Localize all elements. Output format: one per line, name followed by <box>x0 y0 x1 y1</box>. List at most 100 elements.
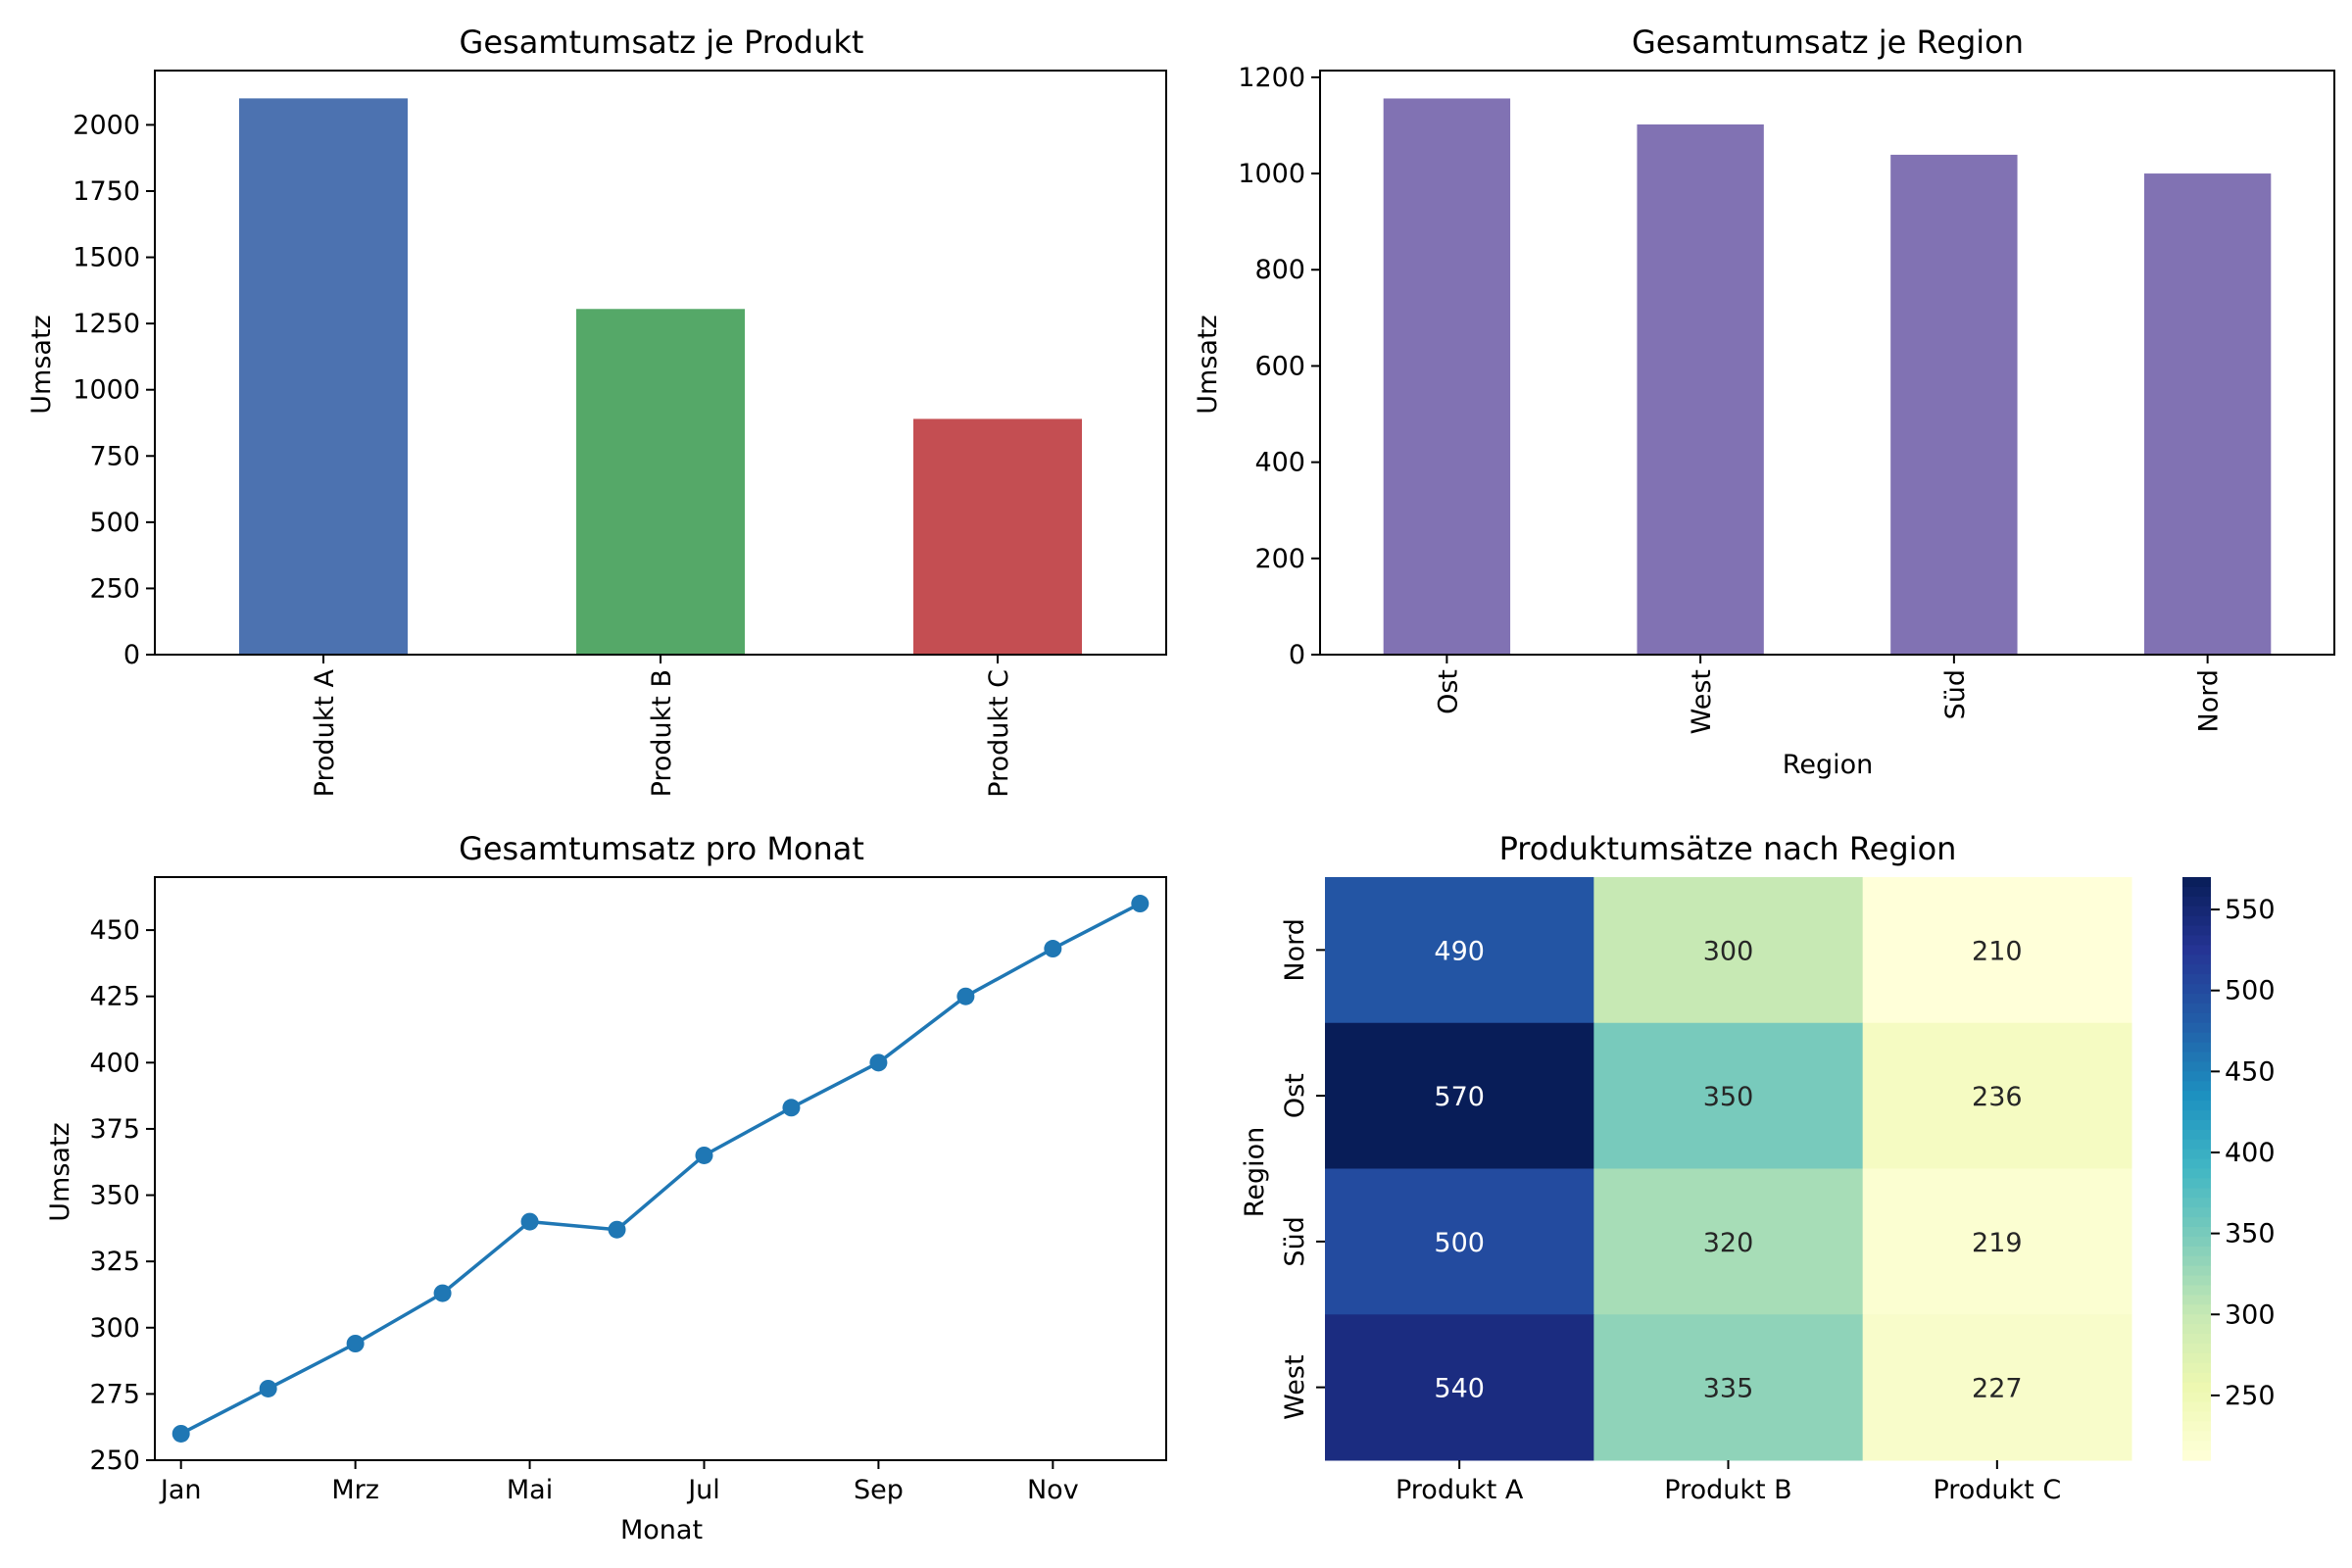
colorbar-segment <box>2182 1362 2211 1374</box>
x-axis-label: Region <box>1783 750 1873 780</box>
colorbar-segment <box>2182 1275 2211 1287</box>
colorbar-segment <box>2182 1042 2211 1054</box>
heatmap-cell <box>1593 1314 1864 1461</box>
data-point <box>782 1099 801 1117</box>
y-tick-label: 1250 <box>73 309 140 339</box>
colorbar-segment <box>2182 1401 2211 1413</box>
heatmap-cell <box>1593 1168 1864 1315</box>
heatmap-cell <box>1325 1022 1594 1169</box>
y-tick-label: 375 <box>89 1114 140 1145</box>
colorbar-segment <box>2182 1149 2211 1160</box>
colorbar-tick-label: 300 <box>2225 1299 2276 1330</box>
x-tick-label: Produkt C <box>984 669 1014 798</box>
colorbar-segment <box>2182 1285 2211 1297</box>
bar <box>576 309 745 655</box>
y-tick-label: 350 <box>89 1181 140 1211</box>
bar <box>1890 154 2018 655</box>
colorbar-segment <box>2182 906 2211 917</box>
y-tick-label: West <box>1280 1354 1310 1419</box>
y-tick-label: 200 <box>1254 544 1305 574</box>
chart-product-revenue: Gesamtumsatz je Produkt Umsatz 0 250 500 75… <box>26 24 1167 798</box>
colorbar-segment <box>2182 1344 2211 1354</box>
heatmap-cell-label: 210 <box>1972 936 2023 966</box>
colorbar-segment <box>2182 1217 2211 1228</box>
chart-region-revenue: Gesamtumsatz je Region Umsatz Region 0 20… <box>1193 24 2335 780</box>
x-tick-label: Jan <box>159 1475 202 1505</box>
x-tick-label: Produkt C <box>1933 1475 2061 1505</box>
data-point <box>433 1284 452 1302</box>
heatmap-cell-label: 500 <box>1434 1228 1485 1258</box>
heatmap-cell <box>1862 1022 2132 1169</box>
colorbar-segment <box>2182 1081 2211 1092</box>
colorbar-segment <box>2182 1392 2211 1403</box>
y-tick-label: 500 <box>89 508 140 538</box>
colorbar-tick-label: 450 <box>2225 1056 2276 1087</box>
colorbar-segment <box>2182 1129 2211 1141</box>
y-tick-label: 450 <box>89 915 140 946</box>
x-tick-label: Produkt B <box>1664 1475 1791 1505</box>
y-tick-label: 800 <box>1254 255 1305 285</box>
data-point <box>1044 940 1062 958</box>
x-tick-label: Nov <box>1027 1475 1079 1505</box>
y-tick-label: 2000 <box>73 110 140 140</box>
heatmap-cell-label: 490 <box>1434 936 1485 966</box>
colorbar-segment <box>2182 1207 2211 1218</box>
colorbar-segment <box>2182 955 2211 965</box>
colorbar-segment <box>2182 1022 2211 1034</box>
y-axis-label: Region <box>1240 1127 1270 1217</box>
y-axis-label: Umsatz <box>1193 315 1223 414</box>
colorbar-segment <box>2182 877 2211 888</box>
y-tick-label: 1500 <box>73 243 140 273</box>
colorbar-segment <box>2182 1421 2211 1432</box>
y-tick-label: 750 <box>89 441 140 471</box>
heatmap-cell <box>1325 877 1594 1024</box>
y-tick-label: 0 <box>123 640 140 670</box>
x-tick-label: Süd <box>1940 669 1971 719</box>
plot-frame <box>154 70 1167 656</box>
colorbar-tick-label: 350 <box>2225 1219 2276 1250</box>
x-tick-label: Produkt A <box>1396 1475 1524 1505</box>
data-point <box>520 1212 539 1231</box>
colorbar-segment <box>2182 964 2211 975</box>
heatmap-cell <box>1862 1168 2132 1315</box>
y-tick-label: 325 <box>89 1247 140 1277</box>
colorbar-segment <box>2182 1255 2211 1267</box>
colorbar-segment <box>2182 1314 2211 1325</box>
x-tick-label: Produkt A <box>310 668 340 797</box>
x-axis-label: Monat <box>620 1515 703 1545</box>
data-point <box>259 1379 277 1397</box>
y-tick-label: 400 <box>1254 448 1305 478</box>
colorbar-segment <box>2182 1052 2211 1063</box>
colorbar-segment <box>2182 974 2211 985</box>
data-point <box>608 1220 626 1239</box>
heatmap-cell <box>1593 1022 1864 1169</box>
colorbar-segment <box>2182 1168 2211 1180</box>
plot-frame <box>1319 70 2335 656</box>
colorbar-segment <box>2182 1372 2211 1384</box>
x-tick-label: Produkt B <box>647 669 677 797</box>
chart-title: Gesamtumsatz je Region <box>1632 24 2024 61</box>
colorbar-tick-label: 400 <box>2225 1138 2276 1168</box>
colorbar-segment <box>2182 1411 2211 1422</box>
x-tick-label: Sep <box>854 1475 904 1505</box>
colorbar-segment <box>2182 1198 2211 1208</box>
colorbar-segment <box>2182 1304 2211 1315</box>
heatmap-cell-label: 300 <box>1703 936 1754 966</box>
data-point <box>869 1054 888 1072</box>
colorbar-tick-label: 250 <box>2225 1381 2276 1411</box>
heatmap-cell-label: 335 <box>1703 1374 1754 1404</box>
y-axis-label: Umsatz <box>45 1122 75 1221</box>
series-line <box>179 902 1142 1436</box>
colorbar-segment <box>2182 1295 2211 1305</box>
heatmap-cell <box>1325 1314 1594 1461</box>
colorbar-segment <box>2182 1032 2211 1044</box>
heatmap-cell-label: 320 <box>1703 1228 1754 1258</box>
colorbar-segment <box>2182 1334 2211 1345</box>
colorbar-segment <box>2182 984 2211 995</box>
chart-title: Produktumsätze nach Region <box>1499 830 1957 867</box>
heatmap-cell <box>1325 1168 1594 1315</box>
y-tick-label: 275 <box>89 1379 140 1409</box>
data-point <box>346 1335 365 1352</box>
colorbar-segment <box>2182 1178 2211 1189</box>
colorbar-segment <box>2182 1091 2211 1102</box>
